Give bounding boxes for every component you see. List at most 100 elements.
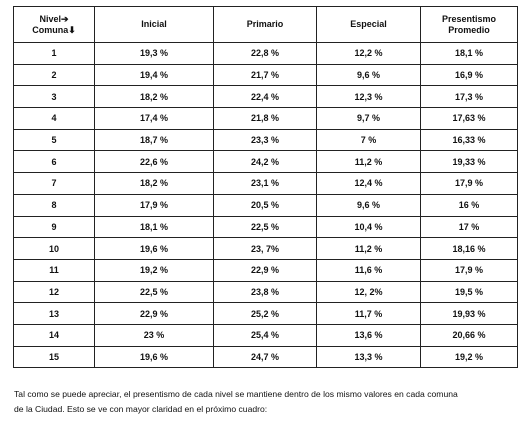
table-cell: 23 % bbox=[94, 323, 214, 347]
table-cell: 12 bbox=[13, 280, 95, 304]
table-cell: 19,93 % bbox=[420, 302, 518, 325]
table-cell: 11,6 % bbox=[316, 258, 421, 282]
table-cell: 22,4 % bbox=[213, 85, 317, 109]
table-cell: 20,5 % bbox=[213, 193, 317, 217]
header-text: Presentismo bbox=[441, 13, 497, 24]
table-cell: 11,2 % bbox=[316, 150, 421, 174]
table-cell: 13,3 % bbox=[316, 345, 421, 369]
table-cell: 17 % bbox=[420, 215, 518, 239]
table-cell: 23,1 % bbox=[213, 172, 317, 195]
table-cell: 19,2 % bbox=[94, 258, 214, 282]
header-text: Comuna⬇ bbox=[32, 24, 76, 35]
table-cell: 23,3 % bbox=[213, 128, 317, 152]
table-cell: 21,8 % bbox=[213, 107, 317, 130]
table-cell: 18,2 % bbox=[94, 85, 214, 109]
table-cell: 9,6 % bbox=[316, 193, 421, 217]
table-cell: 9 bbox=[13, 215, 95, 239]
header-row: Nivel➔ Comuna⬇ Inicial Primario Especial Pres… bbox=[13, 6, 518, 43]
table-cell: 16 % bbox=[420, 193, 518, 217]
table-cell: 18,2 % bbox=[94, 172, 214, 195]
table-row: 2 19,4 % 21,7 % 9,6 % 16,9 % bbox=[13, 63, 518, 87]
header-text: Nivel➔ bbox=[39, 13, 69, 24]
table-cell: 22,5 % bbox=[213, 215, 317, 239]
table-row: 9 18,1 % 22,5 % 10,4 % 17 % bbox=[13, 215, 518, 239]
table-row: 6 22,6 % 24,2 % 11,2 % 19,33 % bbox=[13, 150, 518, 174]
table-cell: 11 bbox=[13, 258, 95, 282]
table-row: 12 22,5 % 23,8 % 12, 2% 19,5 % bbox=[13, 280, 518, 304]
table-cell: 19,6 % bbox=[94, 237, 214, 260]
table-row: 11 19,2 % 22,9 % 11,6 % 17,9 % bbox=[13, 258, 518, 282]
table-row: 7 18,2 % 23,1 % 12,4 % 17,9 % bbox=[13, 172, 518, 195]
table-cell: 18,1 % bbox=[420, 42, 518, 65]
header-text: Promedio bbox=[448, 24, 490, 35]
table-cell: 16,33 % bbox=[420, 128, 518, 152]
table-cell: 19,2 % bbox=[420, 345, 518, 369]
table-cell: 23, 7% bbox=[213, 237, 317, 260]
table-cell: 22,5 % bbox=[94, 280, 214, 304]
table-cell: 16,9 % bbox=[420, 63, 518, 87]
table-cell: 9,7 % bbox=[316, 107, 421, 130]
table-cell: 17,9 % bbox=[420, 258, 518, 282]
table-cell: 6 bbox=[13, 150, 95, 174]
header-text: Primario bbox=[246, 19, 284, 29]
paragraph: Tal como se puede apreciar, el presentis… bbox=[14, 387, 458, 417]
table-cell: 24,7 % bbox=[213, 345, 317, 369]
table-cell: 21,7 % bbox=[213, 63, 317, 87]
table-cell: 20,66 % bbox=[420, 323, 518, 347]
header-cell: Primario bbox=[213, 6, 317, 43]
table-cell: 25,4 % bbox=[213, 323, 317, 347]
table-cell: 22,8 % bbox=[213, 42, 317, 65]
table-cell: 18,7 % bbox=[94, 128, 214, 152]
header-text: Inicial bbox=[141, 19, 167, 29]
table-cell: 10 bbox=[13, 237, 95, 260]
table-cell: 19,4 % bbox=[94, 63, 214, 87]
table-cell: 17,3 % bbox=[420, 85, 518, 109]
table-cell: 7 % bbox=[316, 128, 421, 152]
data-table: Nivel➔ Comuna⬇ Inicial Primario Especial Pres… bbox=[13, 6, 518, 369]
table-cell: 9,6 % bbox=[316, 63, 421, 87]
table-cell: 11,2 % bbox=[316, 237, 421, 260]
table-cell: 18,16 % bbox=[420, 237, 518, 260]
table-cell: 17,9 % bbox=[420, 172, 518, 195]
table-row: 8 17,9 % 20,5 % 9,6 % 16 % bbox=[13, 193, 518, 217]
table-cell: 13 bbox=[13, 302, 95, 325]
table-cell: 18,1 % bbox=[94, 215, 214, 239]
table-row: 4 17,4 % 21,8 % 9,7 % 17,63 % bbox=[13, 107, 518, 130]
header-cell: Especial bbox=[316, 6, 421, 43]
table-cell: 19,3 % bbox=[94, 42, 214, 65]
table-row: 15 19,6 % 24,7 % 13,3 % 19,2 % bbox=[13, 345, 518, 369]
header-cell: Presentismo Promedio bbox=[420, 6, 518, 43]
table-row: 14 23 % 25,4 % 13,6 % 20,66 % bbox=[13, 323, 518, 347]
table-cell: 12,2 % bbox=[316, 42, 421, 65]
table-row: 5 18,7 % 23,3 % 7 % 16,33 % bbox=[13, 128, 518, 152]
table-cell: 17,4 % bbox=[94, 107, 214, 130]
table-cell: 3 bbox=[13, 85, 95, 109]
table-cell: 5 bbox=[13, 128, 95, 152]
table-cell: 8 bbox=[13, 193, 95, 217]
table-cell: 22,6 % bbox=[94, 150, 214, 174]
table-cell: 25,2 % bbox=[213, 302, 317, 325]
table-cell: 13,6 % bbox=[316, 323, 421, 347]
table-cell: 2 bbox=[13, 63, 95, 87]
table-cell: 4 bbox=[13, 107, 95, 130]
table-cell: 23,8 % bbox=[213, 280, 317, 304]
table-row: 1 19,3 % 22,8 % 12,2 % 18,1 % bbox=[13, 42, 518, 65]
table-cell: 10,4 % bbox=[316, 215, 421, 239]
table-cell: 19,6 % bbox=[94, 345, 214, 369]
table-cell: 11,7 % bbox=[316, 302, 421, 325]
table-cell: 19,5 % bbox=[420, 280, 518, 304]
paragraph-line: de la Ciudad. Esto se ve con mayor clari… bbox=[14, 404, 268, 414]
header-cell: Inicial bbox=[94, 6, 214, 43]
table-cell: 12,4 % bbox=[316, 172, 421, 195]
table-row: 13 22,9 % 25,2 % 11,7 % 19,93 % bbox=[13, 302, 518, 325]
table-cell: 12,3 % bbox=[316, 85, 421, 109]
table-cell: 24,2 % bbox=[213, 150, 317, 174]
header-cell: Nivel➔ Comuna⬇ bbox=[13, 6, 95, 43]
table-cell: 15 bbox=[13, 345, 95, 369]
table-cell: 14 bbox=[13, 323, 95, 347]
table-row: 10 19,6 % 23, 7% 11,2 % 18,16 % bbox=[13, 237, 518, 260]
table-cell: 22,9 % bbox=[213, 258, 317, 282]
table-cell: 17,63 % bbox=[420, 107, 518, 130]
table-cell: 1 bbox=[13, 42, 95, 65]
table-cell: 17,9 % bbox=[94, 193, 214, 217]
